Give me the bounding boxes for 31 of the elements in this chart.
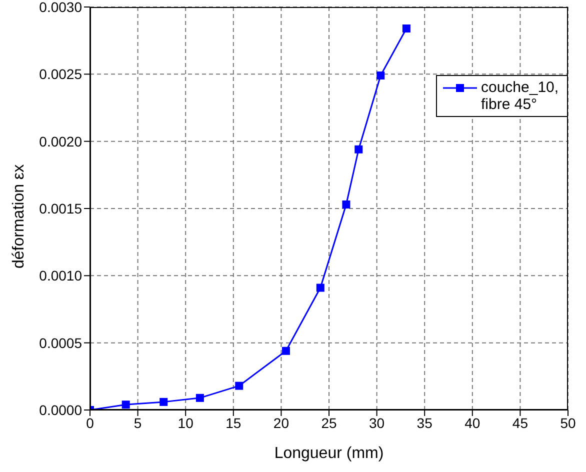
x-tick-label: 10 <box>178 414 194 431</box>
y-tick-label: 0.0020 <box>39 133 82 150</box>
legend-label: couche_10, fibre 45° <box>481 79 560 113</box>
x-tick-label: 25 <box>321 414 337 431</box>
point <box>354 145 363 154</box>
point <box>160 398 168 406</box>
x-axis-title: Longueur (mm) <box>274 445 384 462</box>
point <box>342 200 350 208</box>
x-tick-label: 45 <box>512 414 528 431</box>
x-tick-label: 5 <box>134 414 142 431</box>
y-axis-title: déformation εx <box>10 164 28 268</box>
point <box>235 382 244 390</box>
x-tick-label: 15 <box>226 414 242 431</box>
x-tick-label: 40 <box>464 414 480 431</box>
x-tick-label: 20 <box>273 414 290 431</box>
y-tick-label: 0.0005 <box>39 334 82 351</box>
y-tick-label: 0.0000 <box>39 402 82 418</box>
y-tick-label: 0.0030 <box>39 0 82 15</box>
y-tick-label: 0.0015 <box>39 200 82 216</box>
x-tick-label: 0 <box>86 414 94 431</box>
point <box>316 284 324 292</box>
y-tick-label: 0.0025 <box>39 66 82 82</box>
x-tick-label: 35 <box>416 414 433 431</box>
point <box>402 24 410 32</box>
point <box>282 346 290 355</box>
x-tick-label: 50 <box>560 414 576 431</box>
point <box>122 400 130 409</box>
point <box>376 72 385 80</box>
y-tick-label: 0.0010 <box>39 268 82 284</box>
x-tick-label: 30 <box>369 414 385 431</box>
point <box>196 394 204 402</box>
